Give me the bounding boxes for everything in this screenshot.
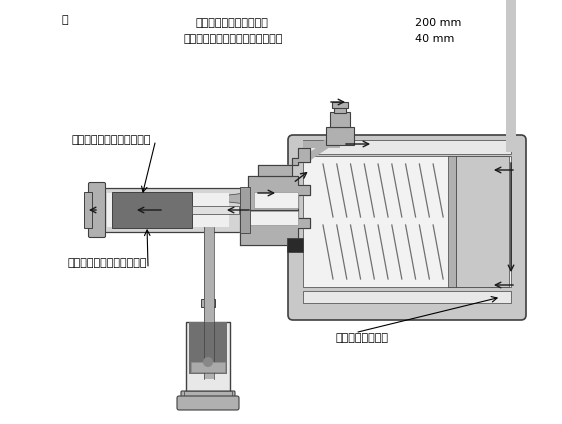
- Bar: [205, 296, 211, 302]
- Bar: [448, 156, 456, 287]
- FancyBboxPatch shape: [288, 135, 526, 320]
- Bar: [102, 188, 244, 232]
- Bar: [303, 140, 511, 154]
- Bar: [254, 192, 298, 208]
- Polygon shape: [248, 176, 310, 210]
- Text: 40 mm: 40 mm: [415, 34, 454, 44]
- Text: 図: 図: [62, 15, 69, 25]
- Bar: [186, 322, 230, 394]
- Bar: [84, 192, 92, 228]
- Bar: [326, 127, 354, 145]
- Bar: [240, 187, 250, 233]
- FancyBboxPatch shape: [88, 182, 106, 237]
- Bar: [456, 156, 509, 287]
- Text: 200 mm: 200 mm: [415, 18, 461, 28]
- Text: ハイドロリック・シリンダ: ハイドロリック・シリンダ: [72, 135, 152, 145]
- FancyBboxPatch shape: [181, 391, 235, 401]
- Bar: [184, 391, 232, 396]
- Bar: [204, 227, 214, 379]
- Bar: [191, 362, 225, 372]
- Text: パワー・シリンダ: パワー・シリンダ: [336, 333, 389, 343]
- Bar: [107, 193, 229, 227]
- Bar: [506, 0, 516, 152]
- Text: ハイドロリック・シリンダの内径: ハイドロリック・シリンダの内径: [183, 34, 282, 44]
- Circle shape: [203, 357, 213, 367]
- Bar: [330, 112, 350, 127]
- Bar: [303, 291, 511, 303]
- Bar: [248, 211, 298, 225]
- Polygon shape: [240, 210, 310, 245]
- FancyBboxPatch shape: [177, 396, 239, 410]
- Polygon shape: [258, 148, 310, 176]
- Text: ハイドロリック・ピストン: ハイドロリック・ピストン: [68, 258, 147, 268]
- Bar: [334, 103, 346, 113]
- Bar: [192, 206, 239, 214]
- Bar: [204, 294, 212, 314]
- PathPatch shape: [204, 192, 274, 227]
- Bar: [201, 299, 215, 307]
- Bar: [303, 141, 340, 148]
- Bar: [189, 322, 227, 374]
- Bar: [287, 238, 303, 252]
- Bar: [303, 156, 511, 287]
- Bar: [332, 102, 348, 108]
- Text: パワー・シリンダの内径: パワー・シリンダの内径: [195, 18, 268, 28]
- Bar: [112, 192, 192, 228]
